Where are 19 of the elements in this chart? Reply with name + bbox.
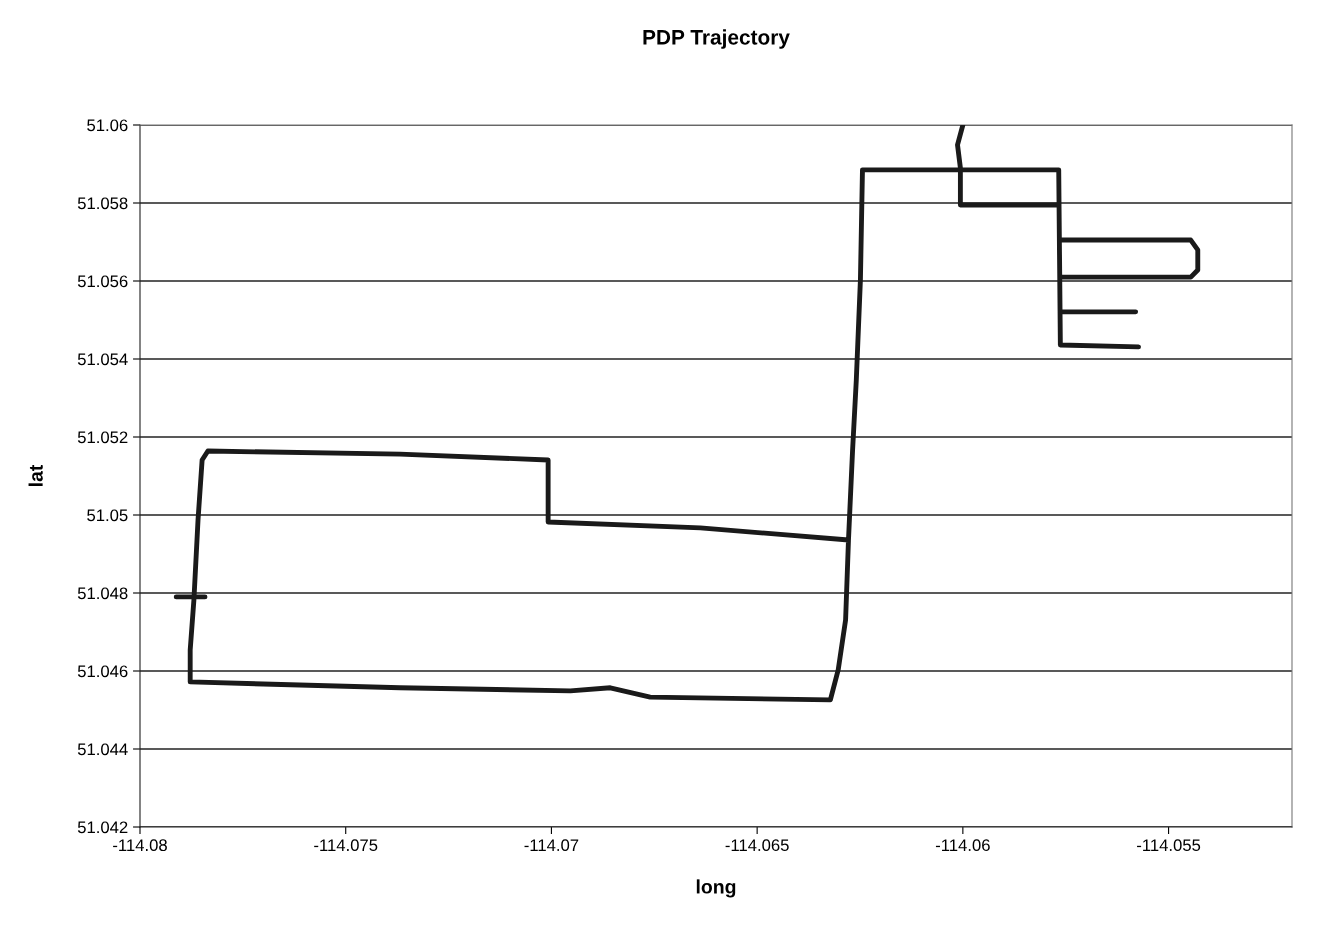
x-tick-label: -114.065 (725, 839, 789, 852)
y-tick-label: 51.06 (87, 119, 128, 132)
y-tick-label: 51.046 (77, 665, 128, 678)
x-tick-label: -114.08 (113, 839, 167, 852)
x-tick-label: -114.06 (935, 839, 990, 852)
chart-title: PDP Trajectory (643, 29, 790, 49)
y-tick-label: 51.058 (77, 197, 128, 210)
y-tick-label: 51.052 (77, 431, 128, 444)
x-tick-label: -114.07 (524, 839, 579, 852)
x-tick-label: -114.055 (1137, 839, 1201, 852)
y-tick-label: 51.056 (77, 275, 128, 288)
y-tick-label: 51.044 (77, 743, 128, 756)
y-axis-title: lat (28, 464, 43, 486)
x-axis-title: long (696, 879, 736, 898)
x-tick-label: -114.075 (314, 839, 378, 852)
y-tick-label: 51.054 (77, 353, 128, 366)
y-tick-label: 51.042 (77, 821, 128, 834)
y-tick-label: 51.048 (77, 587, 128, 600)
y-tick-label: 51.05 (87, 509, 128, 522)
